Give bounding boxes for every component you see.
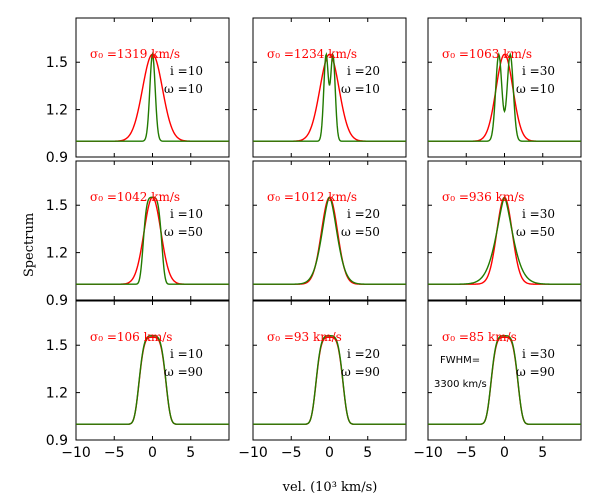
inclination-label: i =20 bbox=[347, 347, 380, 361]
panel-frame bbox=[75, 17, 230, 158]
panel-4: σ₀ =1042 km/s i =10 ω =50 bbox=[75, 160, 230, 301]
panel-frame bbox=[427, 300, 582, 441]
y-tick-label: 1.5 bbox=[46, 338, 68, 354]
panel-5: σ₀ =1012 km/s i =20 ω =50 bbox=[252, 160, 407, 301]
fwhm-label: FWHM= bbox=[440, 355, 480, 366]
inclination-label: i =30 bbox=[522, 64, 555, 78]
omega-label: ω =10 bbox=[516, 82, 555, 96]
panel-frame bbox=[252, 17, 407, 158]
sigma-label: σ₀ =106 km/s bbox=[90, 330, 172, 344]
sigma-label: σ₀ =1042 km/s bbox=[90, 190, 180, 204]
x-tick-label: −5 bbox=[104, 445, 125, 461]
x-tick-label: −5 bbox=[456, 445, 477, 461]
y-axis-title: Spectrum bbox=[22, 213, 37, 277]
y-tick-label: 1.2 bbox=[46, 246, 68, 262]
panels-layer: σ₀ =1319 km/s i =10 ω =10 σ₀ =1234 km/s i =2… bbox=[75, 17, 582, 441]
omega-label: ω =10 bbox=[341, 82, 380, 96]
x-tick-label: −5 bbox=[281, 445, 302, 461]
x-tick-label: −10 bbox=[61, 445, 91, 461]
x-tick-label: 0 bbox=[148, 445, 157, 461]
sigma-label: σ₀ =1012 km/s bbox=[267, 190, 357, 204]
x-tick-label: 5 bbox=[186, 445, 195, 461]
x-tick-label: 5 bbox=[363, 445, 372, 461]
omega-label: ω =90 bbox=[516, 365, 555, 379]
sigma-label: σ₀ =1319 km/s bbox=[90, 47, 180, 61]
green-series-line bbox=[76, 335, 229, 425]
y-tick-label: 1.2 bbox=[46, 103, 68, 119]
x-tick-label: −10 bbox=[413, 445, 443, 461]
y-tick-label: 0.9 bbox=[46, 150, 68, 166]
inclination-label: i =20 bbox=[347, 64, 380, 78]
panel-frame bbox=[75, 300, 230, 441]
green-series-line bbox=[76, 51, 229, 142]
sigma-label: σ₀ =1063 km/s bbox=[442, 47, 532, 61]
sigma-label: σ₀ =936 km/s bbox=[442, 190, 524, 204]
inclination-label: i =30 bbox=[522, 207, 555, 221]
x-tick-label: 5 bbox=[538, 445, 547, 461]
inclination-label: i =10 bbox=[170, 347, 203, 361]
green-series-line bbox=[428, 335, 581, 425]
x-tick-label: −10 bbox=[238, 445, 268, 461]
green-series-line bbox=[253, 52, 406, 142]
panel-8: σ₀ =93 km/s i =20 ω =90 bbox=[252, 300, 407, 441]
omega-label: ω =90 bbox=[164, 365, 203, 379]
y-tick-label: 1.5 bbox=[46, 55, 68, 71]
labels-layer: 0.9 1.2 1.5 0.9 1.2 1.5 0.9 1.2 1.5 −10 −5 0 5 −10 −5 0… bbox=[22, 55, 547, 495]
panel-2: σ₀ =1234 km/s i =20 ω =10 bbox=[252, 17, 407, 158]
panel-frame bbox=[75, 160, 230, 301]
green-series-line bbox=[253, 196, 406, 285]
green-series-line bbox=[253, 335, 406, 425]
inclination-label: i =10 bbox=[170, 64, 203, 78]
panel-frame bbox=[252, 300, 407, 441]
green-series-line bbox=[428, 52, 581, 142]
sigma-label: σ₀ =1234 km/s bbox=[267, 47, 357, 61]
omega-label: ω =90 bbox=[341, 365, 380, 379]
panel-frame bbox=[252, 160, 407, 301]
y-tick-label: 1.5 bbox=[46, 198, 68, 214]
panel-3: σ₀ =1063 km/s i =30 ω =10 bbox=[427, 17, 582, 158]
omega-label: ω =50 bbox=[341, 225, 380, 239]
panel-7: σ₀ =106 km/s i =10 ω =90 bbox=[75, 300, 230, 441]
x-tick-label: 0 bbox=[500, 445, 509, 461]
y-tick-label: 0.9 bbox=[46, 433, 68, 449]
panel-frame bbox=[427, 17, 582, 158]
inclination-label: i =10 bbox=[170, 207, 203, 221]
y-tick-label: 0.9 bbox=[46, 293, 68, 309]
green-series-line bbox=[76, 196, 229, 285]
green-series-line bbox=[428, 195, 581, 285]
y-tick-label: 1.2 bbox=[46, 386, 68, 402]
sigma-label: σ₀ =93 km/s bbox=[267, 330, 342, 344]
omega-label: ω =50 bbox=[164, 225, 203, 239]
sigma-label: σ₀ =85 km/s bbox=[442, 330, 517, 344]
inclination-label: i =30 bbox=[522, 347, 555, 361]
omega-label: ω =50 bbox=[516, 225, 555, 239]
panel-frame bbox=[427, 160, 582, 301]
x-tick-label: 0 bbox=[325, 445, 334, 461]
inclination-label: i =20 bbox=[347, 207, 380, 221]
x-axis-title: vel. (10³ km/s) bbox=[282, 480, 378, 495]
panel-9: σ₀ =85 km/s i =30 ω =90 FWHM= 3300 km/s bbox=[427, 300, 582, 441]
fwhm-value: 3300 km/s bbox=[434, 379, 487, 390]
panel-1: σ₀ =1319 km/s i =10 ω =10 bbox=[75, 17, 230, 158]
omega-label: ω =10 bbox=[164, 82, 203, 96]
panel-6: σ₀ =936 km/s i =30 ω =50 bbox=[427, 160, 582, 301]
